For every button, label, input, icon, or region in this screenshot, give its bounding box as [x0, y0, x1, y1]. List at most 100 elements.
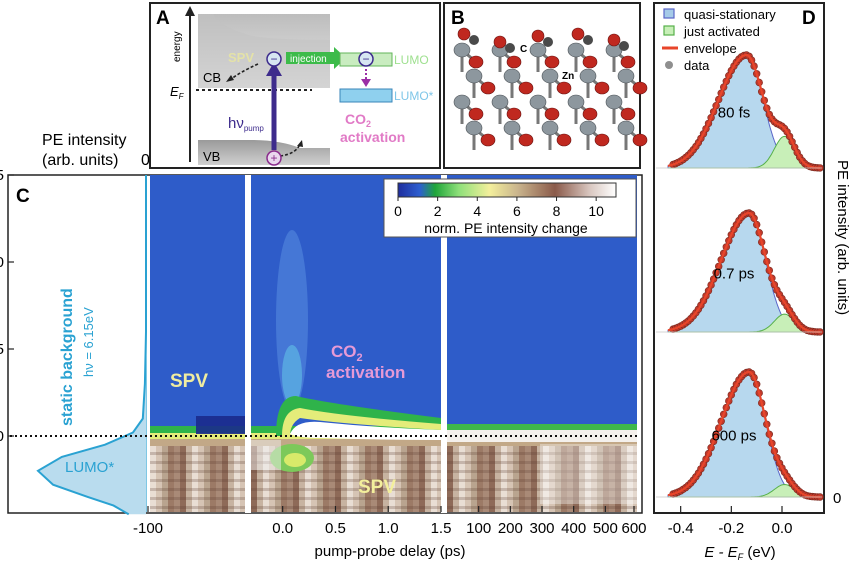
- x-tick-label-c: 1.0: [378, 520, 399, 537]
- zinc-atom-icon: [579, 68, 597, 84]
- heatmap-cell: [275, 446, 281, 512]
- heatmap-grain: [447, 479, 637, 482]
- x-tick-label-c: 0.0: [272, 520, 293, 537]
- heatmap-cell: [281, 446, 287, 512]
- heatmap-grain: [251, 506, 441, 509]
- heatmap-cell: [216, 446, 222, 512]
- heatmap-cell: [263, 446, 269, 512]
- heatmap-cell: [525, 446, 531, 512]
- side-title-line1: PE intensity: [42, 132, 126, 149]
- heatmap-cell: [633, 446, 637, 512]
- zinc-atom-icon: [541, 68, 559, 84]
- heatmap-cell: [627, 446, 633, 512]
- heatmap-cell: [180, 446, 186, 512]
- oxygen-atom-icon: [594, 81, 610, 95]
- atom-c-label: C: [520, 44, 527, 55]
- heatmap-cell: [471, 446, 477, 512]
- heatmap-cell: [431, 446, 437, 512]
- activation-arrow-icon: [361, 79, 371, 87]
- injection-arrow: [286, 47, 346, 69]
- heatmap-grain: [251, 479, 441, 482]
- x-tick-label-c: 0.5: [325, 520, 346, 537]
- heatmap-cell: [257, 446, 263, 512]
- oxygen-atom-icon: [544, 55, 560, 69]
- spectrum-delay-label: 80 fs: [718, 105, 751, 122]
- heatmap-segment-left: [150, 175, 245, 512]
- y-tick-label-c: 0.0: [0, 428, 4, 445]
- heatmap-cell: [549, 446, 555, 512]
- injection-label: injection: [290, 54, 327, 65]
- zinc-atom-icon: [529, 42, 547, 58]
- heatmap-cell: [162, 446, 168, 512]
- heatmap-cell: [204, 446, 210, 512]
- zinc-atom-icon: [567, 42, 585, 58]
- oxygen-atom-icon: [607, 33, 621, 47]
- zinc-atom-icon: [465, 68, 483, 84]
- svg-text:−: −: [362, 52, 369, 66]
- x-axis-d: -0.4 -0.2 0.0: [668, 506, 792, 537]
- oxygen-atom-icon: [632, 81, 648, 95]
- heatmap-cell: [299, 446, 305, 512]
- legend-label-0: quasi-stationary: [684, 7, 776, 22]
- heatmap-cell: [186, 446, 192, 512]
- hole-icon: [266, 150, 282, 166]
- colorbar-tick-label: 6: [513, 203, 521, 219]
- heatmap-cell: [365, 446, 371, 512]
- colorbar-tick-label: 0: [394, 203, 402, 219]
- heatmap-cell: [317, 446, 323, 512]
- oxygen-atom-icon: [468, 55, 484, 69]
- heatmap-cell: [407, 446, 413, 512]
- heatmap-cell: [483, 446, 489, 512]
- panel-d: D quasi-stationary just activated envelope…: [653, 2, 850, 562]
- y-axis-c: 1.5 1.0 0.5 0.0: [0, 167, 14, 445]
- heatmap-grain: [150, 452, 245, 455]
- fermi-label: EF: [170, 84, 185, 101]
- heatmap-cell: [174, 446, 180, 512]
- heatmap-cell: [477, 446, 483, 512]
- heatmap-cell: [507, 446, 513, 512]
- heatmap-cell: [395, 446, 401, 512]
- heatmap-cell: [615, 446, 621, 512]
- zinc-atom-icon: [617, 120, 635, 136]
- svg-text:−: −: [270, 52, 277, 66]
- co2-activation-label-c: activation: [326, 363, 405, 382]
- panel-c: PE intensity (arb. units) 0 C 1.5 1.0 0.5 0…: [0, 132, 647, 560]
- heatmap-cell: [150, 446, 156, 512]
- heatmap-grain: [447, 470, 637, 473]
- colorbar-tick-label: 10: [588, 203, 604, 219]
- heatmap-grain: [251, 461, 441, 464]
- heatmap-cell: [425, 446, 431, 512]
- envelope-line: [667, 53, 820, 169]
- zero-label-d: 0: [833, 490, 841, 507]
- heatmap-cell: [501, 446, 507, 512]
- heatmap: [150, 175, 637, 513]
- oxygen-atom-icon: [518, 81, 534, 95]
- heatmap-grain: [251, 452, 441, 455]
- heatmap-cell: [359, 446, 365, 512]
- heatmap-cell: [335, 446, 341, 512]
- y-tick-label-c: 0.5: [0, 341, 4, 358]
- co2-activation-label-a: activation: [340, 129, 405, 145]
- axis-break-2: [441, 175, 447, 513]
- heatmap-cell: [419, 446, 425, 512]
- lumo-star-label-a: LUMO*: [394, 89, 434, 103]
- heatmap-cell: [377, 446, 383, 512]
- oxygen-atom-icon: [571, 27, 585, 41]
- spv-label-a: SPV: [228, 50, 254, 65]
- heatmap-cell: [531, 446, 537, 512]
- heatmap-cell: [459, 446, 465, 512]
- legend-swatch-3: [665, 61, 673, 69]
- heatmap-cell: [156, 446, 162, 512]
- oxygen-atom-icon: [468, 107, 484, 121]
- zinc-atom-icon: [453, 42, 471, 58]
- heatmap-cell: [401, 446, 407, 512]
- heatmap-activation-white: [290, 421, 441, 440]
- x-tick-label-c: -100: [133, 520, 163, 537]
- colorbar-tick-label: 4: [473, 203, 481, 219]
- heatmap-cell: [228, 446, 234, 512]
- panel-a: A energy CB VB EF SPV hνpump − + injecti…: [149, 2, 441, 169]
- electron-icon: [266, 51, 282, 67]
- oxygen-atom-icon: [518, 133, 534, 147]
- legend-swatch-1: [663, 25, 675, 36]
